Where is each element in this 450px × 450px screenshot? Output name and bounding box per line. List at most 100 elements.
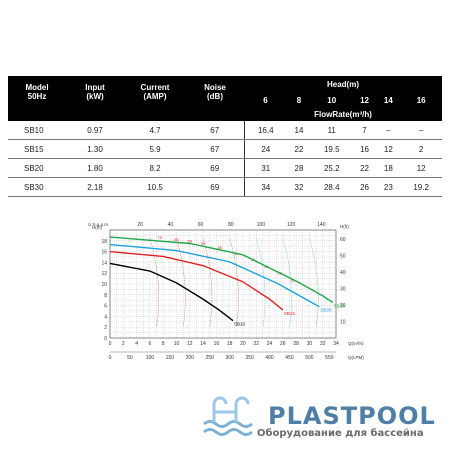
efficiency-arc	[149, 238, 159, 328]
cell-flow: 28	[287, 158, 311, 178]
lpm-tick-label: 300	[225, 355, 234, 361]
lpm-tick-label: 250	[206, 355, 215, 361]
efficiency-arc	[282, 238, 292, 328]
y-tick-label: 14	[101, 260, 107, 266]
series-label: SB15	[284, 311, 296, 316]
lpm-tick-label: 350	[245, 355, 254, 361]
x-tick-label: 6	[148, 341, 151, 347]
cell-flow: 22	[287, 139, 311, 159]
x-tick-label: 22	[253, 341, 259, 347]
efficiency-arc	[176, 238, 186, 328]
cell-flow: 19.2	[400, 177, 442, 197]
efficiency-label: 75	[158, 235, 163, 240]
cell-current: 10.5	[124, 177, 186, 197]
col-current: Current (AMP)	[124, 76, 186, 108]
head-value: 6	[244, 93, 288, 108]
y-ft-tick-label: 10	[340, 320, 346, 326]
brand-tagline: Оборудование для бассейна	[257, 428, 424, 439]
lpm-tick-label: 200	[186, 355, 195, 361]
cell-flow: 24	[243, 139, 288, 159]
efficiency-arc	[309, 238, 319, 328]
x-tick-label: 2	[122, 341, 125, 347]
cell-flow: 19.5	[310, 139, 353, 159]
y-tick-label: 0	[104, 336, 107, 342]
lpm-tick-label: 450	[285, 355, 294, 361]
efficiency-label: 60	[174, 237, 179, 242]
head-value: 16	[400, 93, 442, 108]
plot-frame	[109, 229, 337, 339]
efficiency-arc	[256, 238, 266, 328]
efficiency-label: 53	[188, 238, 193, 243]
cell-flow: 23	[376, 177, 401, 197]
plastpool-logo-icon	[203, 396, 253, 436]
cell-flow: 32	[287, 177, 311, 197]
efficiency-label: 45	[217, 245, 222, 250]
col-head: Head(m)	[244, 76, 442, 93]
x-axis-label: Q(m³/h)	[348, 341, 364, 346]
cell-model: SB10	[8, 121, 66, 140]
gpm-tick-label: 120	[287, 222, 296, 228]
gpm-tick-label: 40	[168, 222, 174, 228]
cell-model: SB20	[8, 158, 66, 178]
x-tick-label: 8	[162, 341, 165, 347]
y-ft-axis-label: H(ft)	[340, 224, 349, 229]
col-model: Model 50Hz	[8, 76, 66, 108]
cell-flow: 14	[287, 121, 311, 140]
cell-noise: 69	[186, 158, 244, 178]
lpm-tick-label: 50	[127, 355, 133, 361]
x-tick-label: 24	[267, 341, 273, 347]
y-tick-label: 16	[101, 250, 107, 256]
head-value: 8	[287, 93, 311, 108]
y-tick-label: 6	[104, 304, 107, 310]
y-tick-label: 8	[104, 293, 107, 299]
x-tick-label: 18	[227, 341, 233, 347]
lpm-tick-label: 500	[305, 355, 314, 361]
lpm-axis-label: Q(LPM)	[348, 355, 364, 360]
cell-flow: 16	[352, 139, 377, 159]
brand-name: PLASTPOOL	[268, 402, 436, 430]
cell-flow: –	[376, 121, 401, 140]
lpm-tick-label: 0	[109, 355, 112, 361]
x-tick-label: 0	[109, 341, 112, 347]
table-row: SB15 1.30 5.9 67 24 22 19.5 16 12 2	[8, 139, 442, 159]
cell-current: 5.9	[124, 139, 186, 159]
y-ft-tick-label: 40	[340, 270, 346, 276]
gpm-tick-label: 20	[137, 222, 143, 228]
head-value: 14	[376, 93, 401, 108]
cell-flow: –	[400, 121, 442, 140]
x-tick-label: 32	[320, 341, 326, 347]
cell-flow: 26	[352, 177, 377, 197]
cell-current: 4.7	[124, 121, 186, 140]
cell-noise: 69	[186, 177, 244, 197]
x-tick-label: 20	[240, 341, 246, 347]
y-tick-label: 18	[101, 239, 107, 245]
cell-flow: 28.4	[310, 177, 353, 197]
col-noise: Noise (dB)	[186, 76, 244, 108]
efficiency-arc	[229, 238, 239, 328]
series-label: SB30	[334, 303, 346, 308]
cell-current: 8.2	[124, 158, 186, 178]
cell-noise: 67	[186, 121, 244, 140]
curve-sb15	[109, 250, 284, 311]
y-ft-tick-label: 20	[340, 303, 346, 309]
gpm-tick-label: 100	[257, 222, 266, 228]
cell-flow: 7	[352, 121, 377, 140]
cell-model: SB30	[8, 177, 66, 197]
cell-flow: 12	[376, 139, 401, 159]
table-row: SB20 1.80 8.2 69 31 28 25.2 22 18 12	[8, 158, 442, 178]
cell-noise: 67	[186, 139, 244, 159]
flowrate-label: FlowRate(m³/h)	[244, 108, 442, 121]
pump-curve-chart: 0 2 4 6 8 10 12 14 16 18 20 22 24 26 28 30 32 34 Q(m³/h) 0 5…	[82, 210, 367, 370]
y-tick-label: 4	[104, 314, 107, 320]
y-tick-label: 10	[101, 282, 107, 288]
lpm-tick-label: 150	[166, 355, 175, 361]
y-axis-label: H(m)	[92, 225, 102, 230]
cell-input: 0.97	[66, 121, 124, 140]
head-value: 12	[352, 93, 377, 108]
lpm-tick-label: 550	[325, 355, 334, 361]
cell-flow: 12	[400, 158, 442, 178]
cell-flow: 22	[352, 158, 377, 178]
cell-input: 2.18	[66, 177, 124, 197]
y-tick-label: 2	[104, 325, 107, 331]
gpm-axis-label: U.S.g.p.m	[88, 222, 108, 227]
